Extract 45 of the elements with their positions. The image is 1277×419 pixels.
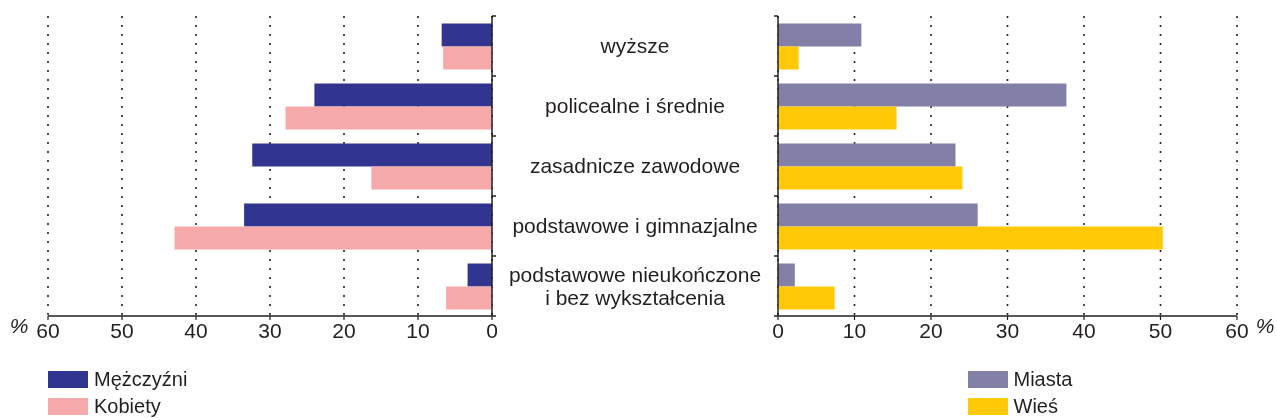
bar <box>778 263 795 287</box>
y-tick-label: podstawowe i gimnazjalne <box>512 214 758 237</box>
bar <box>778 226 1163 250</box>
x-tick-label: 10 <box>406 318 430 342</box>
bar <box>441 23 492 47</box>
bar <box>252 143 492 167</box>
x-tick-label: 0 <box>486 318 498 342</box>
y-tick-label: zasadnicze zawodowe <box>529 154 741 177</box>
y-tick-label: policealne i średnie <box>545 94 725 117</box>
bar <box>778 143 956 167</box>
bar <box>443 46 492 70</box>
x-tick-label: 40 <box>184 318 208 342</box>
x-tick-label: 50 <box>1148 318 1173 342</box>
x-tick-label: 40 <box>1072 318 1096 342</box>
x-tick-label: 20 <box>919 318 943 342</box>
bar <box>778 203 978 227</box>
x-tick-label: 30 <box>258 318 282 342</box>
bar <box>244 203 492 227</box>
bar <box>778 106 897 130</box>
x-tick-label: 60 <box>1225 318 1249 342</box>
legend-label: Wieś <box>1013 395 1058 418</box>
y-tick-label: wyższe <box>599 34 670 57</box>
bar <box>371 166 492 190</box>
bar <box>778 166 963 190</box>
bar <box>778 286 835 310</box>
bar <box>778 23 862 47</box>
y-tick-label: podstawowe nieukończone i bez wykształcenia <box>508 262 762 309</box>
x-axis-title: % <box>9 314 29 337</box>
x-axis-title: % <box>1255 314 1275 337</box>
x-tick-label: 20 <box>332 318 356 342</box>
x-tick-label: 60 <box>36 318 60 342</box>
x-tick-label: 0 <box>772 318 784 342</box>
legend-label: Kobiety <box>94 395 161 418</box>
bar <box>285 106 492 130</box>
bar <box>778 46 799 70</box>
x-tick-label: 50 <box>110 318 134 342</box>
bar <box>778 83 1067 107</box>
bar <box>467 263 492 287</box>
legend-label: Miasta <box>1013 368 1073 391</box>
x-tick-label: 30 <box>995 318 1020 342</box>
bar <box>174 226 492 250</box>
legend-label: Mężczyźni <box>94 368 188 391</box>
x-tick-label: 10 <box>842 318 867 342</box>
bar <box>314 83 492 107</box>
bar <box>446 286 492 310</box>
